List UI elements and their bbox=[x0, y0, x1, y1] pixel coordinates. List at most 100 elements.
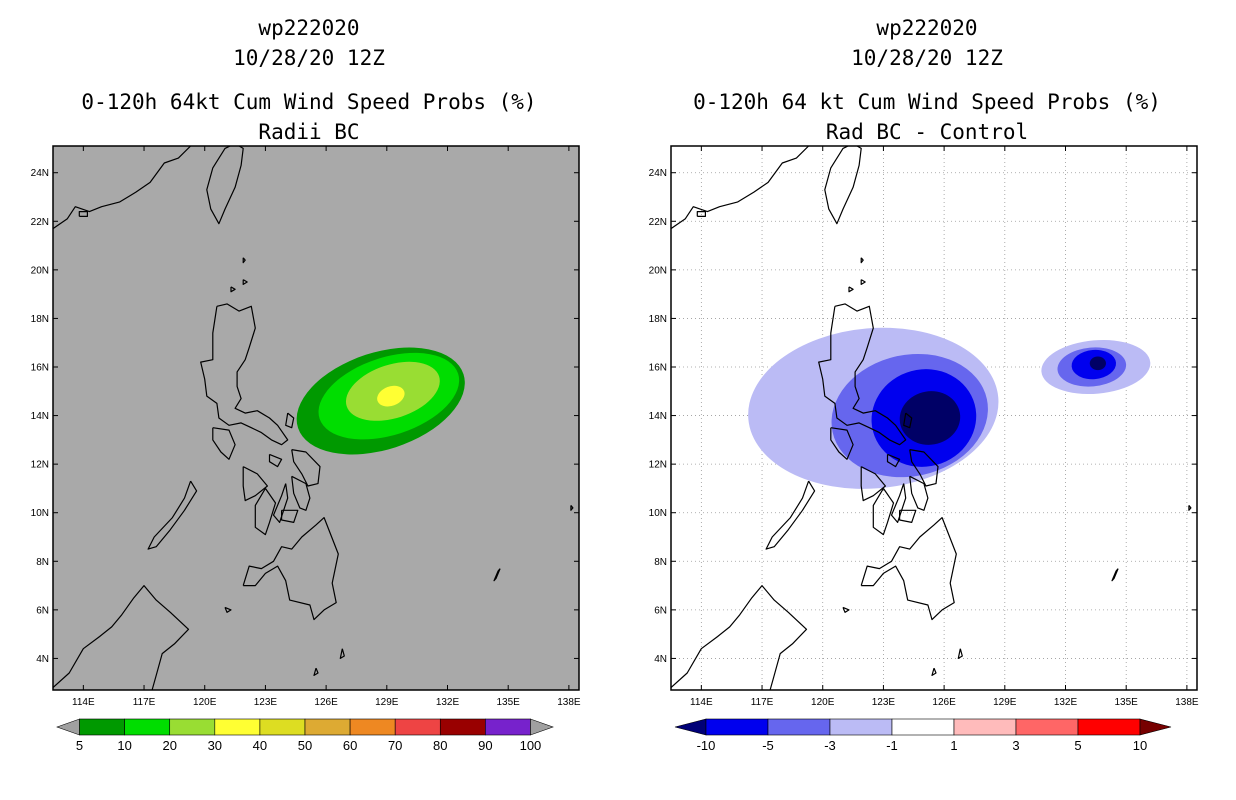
colorbar-segment bbox=[169, 718, 216, 736]
coastline-batanes-a bbox=[242, 257, 246, 264]
colorbar-label: 50 bbox=[298, 738, 312, 753]
y-tick-label: 22N bbox=[31, 217, 49, 228]
coastline-sangihe bbox=[313, 667, 319, 677]
colorbar-segment bbox=[439, 718, 486, 736]
coastline-talaud bbox=[957, 648, 963, 660]
coastline-mindoro bbox=[830, 427, 854, 460]
colorbar-label: 3 bbox=[1012, 738, 1019, 753]
y-tick-label: 4N bbox=[654, 654, 667, 665]
right-panel: wp222020 10/28/20 12Z 0-120h 64 kt Cum W… bbox=[618, 0, 1236, 800]
coastline-mindoro bbox=[212, 427, 236, 460]
y-tick-label: 20N bbox=[31, 265, 49, 276]
y-tick-label: 4N bbox=[36, 654, 49, 665]
coastline-cebu bbox=[890, 483, 907, 524]
left-title-storm-id: wp222020 bbox=[258, 16, 360, 40]
coastline-negros bbox=[872, 488, 895, 536]
coastline-palawan bbox=[765, 480, 816, 550]
colorbar-label: 100 bbox=[520, 738, 542, 753]
x-tick-label: 114E bbox=[690, 697, 713, 708]
colorbar-segment bbox=[829, 718, 893, 736]
left-panel: wp222020 10/28/20 12Z 0-120h 64kt Cum Wi… bbox=[31, 16, 581, 753]
colorbar-segment bbox=[304, 718, 351, 736]
coastline-samar bbox=[909, 449, 939, 487]
right-title-product: 0-120h 64 kt Cum Wind Speed Probs (%) bbox=[693, 90, 1161, 114]
colorbar-segment bbox=[394, 718, 441, 736]
colorbar: -10 -5 -3 -1 1 3 5 10 bbox=[674, 718, 1172, 753]
coastline-sulu-a bbox=[224, 606, 232, 613]
colorbar-label: 10 bbox=[117, 738, 131, 753]
y-tick-label: 18N bbox=[649, 314, 667, 325]
colorbar-arrow-left bbox=[674, 718, 707, 736]
coastline-catanduanes bbox=[903, 412, 913, 429]
right-title-storm-id: wp222020 bbox=[876, 16, 978, 40]
x-tick-label: 114E bbox=[72, 697, 95, 708]
coastline-sulu-a bbox=[842, 606, 850, 613]
colorbar-segment bbox=[79, 718, 125, 736]
coastline-babuyan-a bbox=[860, 279, 866, 285]
coastline-talaud bbox=[339, 648, 345, 660]
colorbar-segment bbox=[1077, 718, 1141, 736]
y-tick-label: 12N bbox=[31, 460, 49, 471]
colorbar-segment bbox=[1015, 718, 1079, 736]
colorbar-label: 40 bbox=[253, 738, 267, 753]
right-map-chart: 114E 117E 120E 123E 126E 129E 132E 135E 138E 4N 6N… bbox=[649, 145, 1199, 753]
y-tick-label: 24N bbox=[649, 168, 667, 179]
coastline-china-coast bbox=[53, 146, 192, 230]
colorbar-label: 20 bbox=[162, 738, 176, 753]
coastline-negros bbox=[254, 488, 277, 536]
x-tick-label: 126E bbox=[932, 697, 956, 708]
x-tick-label: 129E bbox=[993, 697, 1017, 708]
colorbar-segment bbox=[124, 718, 171, 736]
coastline-leyte bbox=[909, 475, 929, 511]
left-title-subtitle: Radii BC bbox=[258, 120, 360, 144]
colorbar-label: 5 bbox=[1074, 738, 1081, 753]
y-tick-label: 18N bbox=[31, 314, 49, 325]
coastline-masbate bbox=[886, 453, 901, 468]
coastline-leyte bbox=[291, 475, 311, 511]
x-tick-label: 135E bbox=[497, 697, 521, 708]
coastline-taiwan bbox=[824, 146, 862, 225]
coastline-palau bbox=[1111, 568, 1119, 582]
y-tick-label: 10N bbox=[31, 508, 49, 519]
left-title-date: 10/28/20 12Z bbox=[233, 46, 385, 70]
contour-fill-3 bbox=[377, 385, 405, 407]
y-tick-label: 16N bbox=[649, 363, 667, 374]
coastline-borneo bbox=[53, 584, 190, 690]
right-title-date: 10/28/20 12Z bbox=[851, 46, 1003, 70]
plot-area bbox=[53, 146, 574, 690]
colorbar-arrow-left bbox=[56, 718, 80, 736]
y-tick-label: 16N bbox=[31, 363, 49, 374]
x-tick-label: 135E bbox=[1115, 697, 1139, 708]
colorbar-label: 10 bbox=[1133, 738, 1147, 753]
x-tick-label: 129E bbox=[375, 697, 399, 708]
colorbar-label: -10 bbox=[697, 738, 716, 753]
coastline-cebu bbox=[272, 483, 289, 524]
x-tick-label: 123E bbox=[254, 697, 278, 708]
coastline-luzon bbox=[200, 303, 289, 446]
x-tick-label: 117E bbox=[751, 697, 774, 708]
colorbar-label: 80 bbox=[433, 738, 447, 753]
coastline-palau bbox=[493, 568, 501, 582]
coastline-batanes-a bbox=[860, 257, 864, 264]
x-tick-label: 132E bbox=[1054, 697, 1078, 708]
x-tick-label: 123E bbox=[872, 697, 896, 708]
coastline-babuyan-b bbox=[230, 286, 236, 293]
colorbar-segment bbox=[891, 718, 955, 736]
x-tick-label: 138E bbox=[557, 697, 581, 708]
right-title-subtitle: Rad BC - Control bbox=[825, 120, 1029, 144]
coastline-borneo bbox=[671, 584, 808, 690]
colorbar: 5 10 20 30 40 50 60 70 80 90 100 bbox=[56, 718, 554, 753]
y-tick-label: 8N bbox=[36, 557, 49, 568]
colorbar-label: 60 bbox=[343, 738, 357, 753]
y-tick-label: 14N bbox=[649, 411, 667, 422]
y-tick-label: 6N bbox=[36, 605, 49, 616]
coastline-mindanao bbox=[860, 516, 957, 621]
coastline-panay bbox=[860, 466, 886, 502]
coastline-sangihe bbox=[931, 667, 937, 677]
coastline-panay bbox=[242, 466, 268, 502]
left-title-product: 0-120h 64kt Cum Wind Speed Probs (%) bbox=[81, 90, 537, 114]
x-tick-label: 126E bbox=[314, 697, 338, 708]
coastline-small-e bbox=[1188, 505, 1192, 511]
colorbar-label: -5 bbox=[762, 738, 774, 753]
plot-area bbox=[671, 146, 1197, 690]
